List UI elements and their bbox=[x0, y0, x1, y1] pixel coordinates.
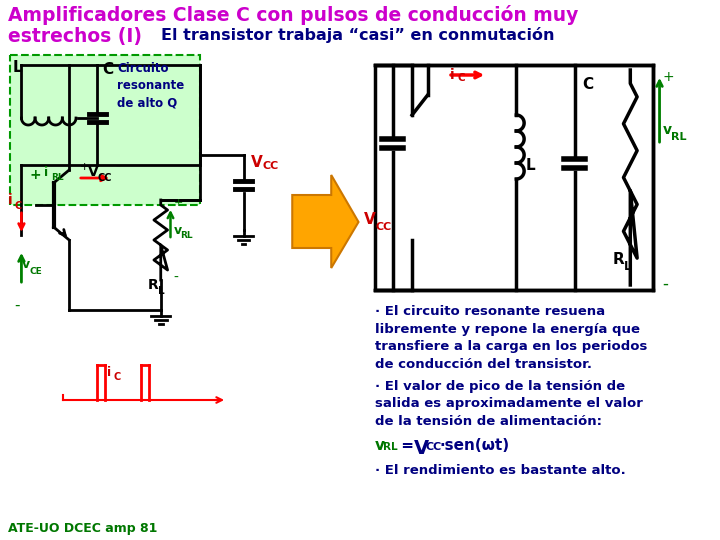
Text: v: v bbox=[662, 123, 672, 137]
FancyBboxPatch shape bbox=[10, 55, 199, 205]
Text: C: C bbox=[582, 77, 594, 92]
Text: =: = bbox=[397, 438, 420, 454]
Text: v: v bbox=[375, 438, 385, 454]
Text: -: - bbox=[662, 275, 668, 293]
Text: v: v bbox=[22, 259, 30, 272]
Text: +: + bbox=[662, 70, 674, 84]
Text: RL: RL bbox=[180, 232, 193, 240]
Text: RL: RL bbox=[383, 442, 397, 453]
Text: de conducción del transistor.: de conducción del transistor. bbox=[375, 357, 592, 370]
Text: V: V bbox=[364, 213, 376, 227]
Text: CC: CC bbox=[97, 173, 112, 183]
Text: -: - bbox=[14, 298, 20, 313]
Text: V: V bbox=[414, 438, 429, 457]
Text: L: L bbox=[624, 260, 631, 273]
Text: RL: RL bbox=[671, 132, 687, 142]
Text: C: C bbox=[458, 73, 466, 83]
Text: v: v bbox=[174, 224, 181, 237]
Text: L: L bbox=[13, 60, 22, 75]
Text: i: i bbox=[450, 68, 455, 82]
Text: CC: CC bbox=[262, 161, 279, 171]
Text: i: i bbox=[107, 366, 112, 379]
Text: +: + bbox=[80, 162, 89, 172]
Text: CC: CC bbox=[375, 222, 391, 232]
Text: R: R bbox=[148, 278, 159, 292]
Text: C: C bbox=[102, 62, 114, 77]
Text: C: C bbox=[14, 201, 22, 211]
FancyBboxPatch shape bbox=[375, 65, 653, 290]
Text: V: V bbox=[88, 165, 99, 179]
Text: salida es aproximadamente el valor: salida es aproximadamente el valor bbox=[375, 397, 643, 410]
Text: ·sen(ωt): ·sen(ωt) bbox=[439, 438, 510, 454]
Text: Circuito
resonante
de alto Q: Circuito resonante de alto Q bbox=[117, 62, 184, 109]
Text: libremente y repone la energía que: libremente y repone la energía que bbox=[375, 322, 640, 335]
Text: L: L bbox=[526, 158, 536, 172]
Text: Amplificadores Clase C con pulsos de conducción muy: Amplificadores Clase C con pulsos de con… bbox=[8, 5, 578, 25]
Text: El transistor trabaja “casi” en conmutación: El transistor trabaja “casi” en conmutac… bbox=[161, 27, 554, 43]
Text: +: + bbox=[174, 198, 183, 208]
Text: i: i bbox=[44, 165, 48, 179]
Text: · El rendimiento es bastante alto.: · El rendimiento es bastante alto. bbox=[375, 464, 626, 477]
Text: i: i bbox=[8, 193, 12, 207]
Text: L: L bbox=[158, 286, 164, 296]
Text: CE: CE bbox=[30, 267, 42, 275]
Text: RL: RL bbox=[50, 172, 63, 181]
Text: -: - bbox=[115, 160, 120, 174]
Text: · El valor de pico de la tensión de: · El valor de pico de la tensión de bbox=[375, 380, 625, 393]
Text: +: + bbox=[30, 168, 41, 182]
Text: V: V bbox=[251, 155, 263, 170]
Text: ATE-UO DCEC amp 81: ATE-UO DCEC amp 81 bbox=[8, 522, 157, 535]
Text: transfiere a la carga en los periodos: transfiere a la carga en los periodos bbox=[375, 340, 647, 353]
Text: C: C bbox=[114, 372, 121, 382]
Text: R: R bbox=[613, 253, 624, 267]
Text: CC: CC bbox=[426, 442, 442, 453]
Text: · El circuito resonante resuena: · El circuito resonante resuena bbox=[375, 305, 606, 318]
Text: -: - bbox=[174, 271, 179, 285]
Polygon shape bbox=[292, 175, 359, 268]
Text: estrechos (I): estrechos (I) bbox=[8, 27, 142, 46]
Text: de la tensión de alimentación:: de la tensión de alimentación: bbox=[375, 415, 602, 428]
